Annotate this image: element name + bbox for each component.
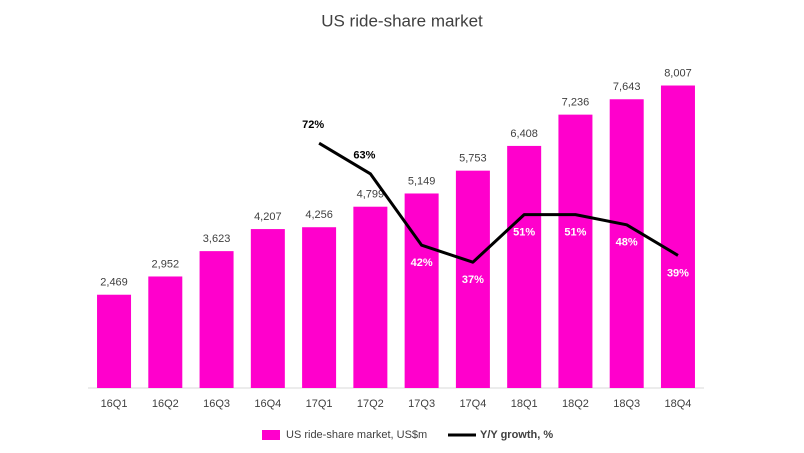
bar-label: 4,799	[357, 189, 385, 201]
x-tick-label: 18Q2	[562, 398, 589, 410]
x-tick-label: 16Q3	[203, 398, 230, 410]
chart-title: US ride-share market	[321, 11, 483, 30]
x-tick-label: 16Q2	[152, 398, 179, 410]
growth-label: 51%	[564, 227, 586, 239]
x-tick-label: 16Q4	[254, 398, 281, 410]
bar	[97, 294, 132, 388]
bar-label: 2,952	[152, 258, 180, 270]
growth-label: 72%	[302, 119, 324, 131]
bar-label: 8,007	[664, 67, 692, 79]
bar	[404, 193, 439, 388]
bar-label: 5,149	[408, 175, 436, 187]
bar	[507, 145, 542, 388]
x-tick-label: 18Q1	[511, 398, 538, 410]
growth-label: 48%	[616, 237, 638, 249]
bar-label: 4,256	[305, 209, 333, 221]
x-tick-label: 18Q3	[613, 398, 640, 410]
bar	[302, 227, 337, 388]
growth-label: 37%	[462, 274, 484, 286]
x-tick-label: 16Q1	[101, 398, 128, 410]
bar-label: 7,643	[613, 81, 641, 93]
bar-label: 7,236	[562, 97, 590, 109]
legend-swatch-bar	[262, 430, 280, 440]
x-tick-label: 18Q4	[665, 398, 692, 410]
growth-label: 51%	[513, 227, 535, 239]
bar-label: 3,623	[203, 233, 231, 245]
legend-label: US ride-share market, US$m	[286, 429, 427, 441]
bar-label: 6,408	[510, 128, 538, 140]
bar	[455, 170, 490, 388]
bar-label: 5,753	[459, 153, 487, 165]
bar-label: 4,207	[254, 211, 282, 223]
growth-label: 42%	[411, 257, 433, 269]
bar	[660, 85, 695, 388]
legend-label: Y/Y growth, %	[480, 429, 553, 441]
growth-line	[318, 141, 679, 264]
bar	[609, 99, 644, 389]
bar-label: 2,469	[100, 277, 128, 289]
x-tick-label: 17Q2	[357, 398, 384, 410]
growth-label: 63%	[353, 150, 375, 162]
bar	[353, 206, 388, 388]
growth-label: 39%	[667, 267, 689, 279]
x-tick-label: 17Q4	[459, 398, 486, 410]
bar	[199, 251, 234, 388]
bar	[250, 229, 285, 388]
bar	[148, 276, 183, 388]
bar	[558, 114, 593, 388]
x-tick-label: 17Q1	[306, 398, 333, 410]
x-tick-label: 17Q3	[408, 398, 435, 410]
